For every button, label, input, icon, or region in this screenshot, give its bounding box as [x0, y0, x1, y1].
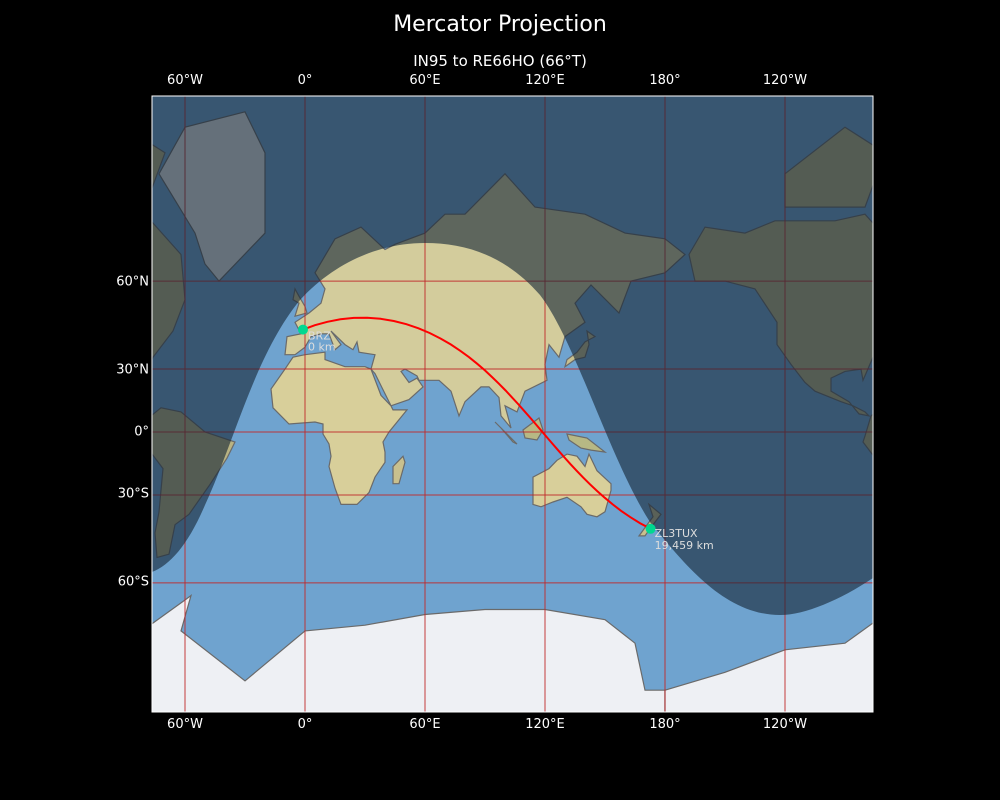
- origin-call-label: BRZ: [308, 330, 331, 343]
- destination-call-label: ZL3TUX: [655, 527, 698, 540]
- arctic-islands: [152, 143, 166, 190]
- lon-tick-top: 0°: [297, 73, 313, 88]
- lon-tick-top: 180°: [649, 73, 681, 88]
- night-shading: [152, 96, 873, 615]
- lat-tick: 0°: [134, 424, 149, 440]
- greenland: [879, 112, 985, 281]
- great-circle-route: [302, 316, 652, 530]
- lon-tick-bottom: 0°: [297, 717, 313, 732]
- lon-tick-top: 120°E: [525, 73, 565, 88]
- chart-subtitle: IN95 to RE66HO (66°T): [413, 52, 587, 70]
- lat-tick: 30°S: [117, 486, 149, 502]
- lat-tick: 60°S: [117, 574, 149, 590]
- africa: [991, 352, 1000, 504]
- destination-distance-label: 19,459 km: [655, 539, 714, 552]
- destination-marker[interactable]: [645, 523, 656, 534]
- new-guinea: [566, 433, 608, 454]
- lon-tick-bottom: 120°W: [762, 717, 808, 732]
- lon-tick-bottom: 180°: [649, 717, 681, 732]
- lat-tick: 60°N: [116, 274, 149, 290]
- lon-tick-top: 60°E: [409, 73, 441, 88]
- australia: [532, 452, 612, 518]
- origin-distance-label: 0 km: [308, 341, 336, 354]
- lat-tick: 30°N: [116, 362, 149, 378]
- chart-title: Mercator Projection: [393, 12, 607, 37]
- sumatra: [494, 421, 518, 445]
- lon-tick-bottom: 60°E: [409, 717, 441, 732]
- south-america: [862, 413, 873, 457]
- origin-marker[interactable]: [298, 324, 308, 335]
- lon-tick-bottom: 60°W: [167, 717, 203, 732]
- lon-tick-bottom: 120°E: [525, 717, 565, 732]
- antarctica: [152, 593, 666, 712]
- antarctica: [664, 622, 873, 712]
- lon-tick-top: 60°W: [167, 73, 203, 88]
- madagascar: [392, 455, 406, 485]
- borneo: [522, 417, 544, 441]
- lon-tick-top: 120°W: [762, 73, 808, 88]
- map-frame: [151, 95, 874, 713]
